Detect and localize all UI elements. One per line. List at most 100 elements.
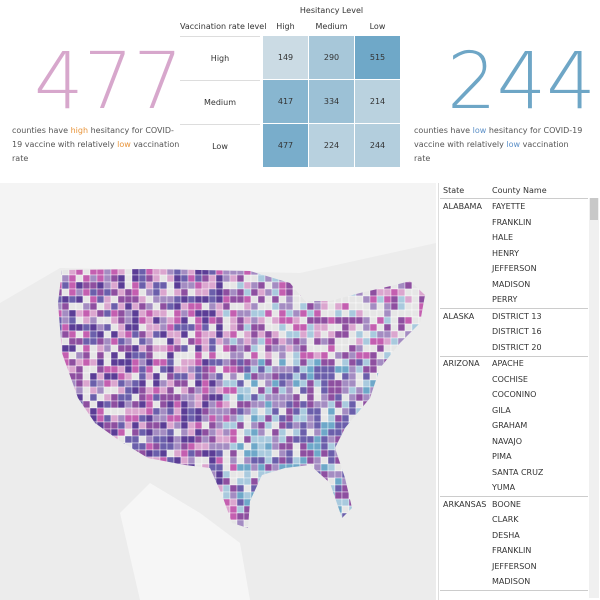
county-tile xyxy=(236,442,245,451)
county-tile xyxy=(96,309,105,318)
county-tile xyxy=(166,281,175,290)
crosstab-cell: 515 xyxy=(355,36,400,79)
county-tile xyxy=(236,414,245,423)
county-tile xyxy=(166,372,175,381)
county-tile xyxy=(292,316,301,325)
county-tile xyxy=(173,449,182,458)
county-tile xyxy=(397,316,406,325)
county-tile xyxy=(278,449,287,458)
county-tile xyxy=(145,407,154,416)
county-tile xyxy=(68,316,77,325)
county-tile xyxy=(61,309,70,318)
county-tile xyxy=(257,407,266,416)
county-tile xyxy=(292,435,301,444)
county-tile xyxy=(159,323,168,332)
county-tile xyxy=(103,288,112,297)
county-tile xyxy=(250,330,259,339)
county-tile xyxy=(313,365,322,374)
county-tile xyxy=(278,428,287,437)
county-tile xyxy=(229,281,238,290)
county-tile xyxy=(271,428,280,437)
county-tile xyxy=(271,309,280,318)
county-tile xyxy=(138,351,147,360)
county-tile xyxy=(117,386,126,395)
crosstab-column-header: Medium xyxy=(315,22,348,31)
county-tile xyxy=(96,316,105,325)
county-tile xyxy=(243,372,252,381)
county-tile xyxy=(215,302,224,311)
county-tile xyxy=(201,365,210,374)
county-tile xyxy=(264,281,273,290)
county-tile xyxy=(166,449,175,458)
county-tile xyxy=(89,330,98,339)
county-tile xyxy=(89,358,98,367)
county-tile xyxy=(208,435,217,444)
county-tile xyxy=(194,428,203,437)
crosstab-cell: 149 xyxy=(263,36,308,79)
county-tile xyxy=(264,372,273,381)
county-tile xyxy=(124,400,133,409)
county-tile xyxy=(327,421,336,430)
crosstab-cell: 214 xyxy=(355,80,400,123)
county-tile xyxy=(250,337,259,346)
county-tile xyxy=(250,351,259,360)
county-tile xyxy=(355,393,364,402)
county-tile xyxy=(285,344,294,353)
county-tile xyxy=(82,330,91,339)
county-tile xyxy=(320,435,329,444)
county-tile xyxy=(334,358,343,367)
county-tile xyxy=(348,330,357,339)
county-tile xyxy=(152,281,161,290)
county-tile xyxy=(285,400,294,409)
county-tile xyxy=(194,400,203,409)
county-tile xyxy=(180,344,189,353)
county-tile xyxy=(124,372,133,381)
county-tile xyxy=(103,351,112,360)
county-tile xyxy=(131,330,140,339)
county-tile xyxy=(194,337,203,346)
county-tile xyxy=(236,491,245,500)
county-tile xyxy=(362,323,371,332)
county-tile xyxy=(159,295,168,304)
county-tile xyxy=(404,288,413,297)
county-tile xyxy=(103,309,112,318)
county-tile xyxy=(397,288,406,297)
caption-part: vaccination rate xyxy=(12,140,180,163)
county-tile xyxy=(362,351,371,360)
county-tile xyxy=(145,316,154,325)
county-tile xyxy=(180,386,189,395)
county-tile xyxy=(229,421,238,430)
county-tile xyxy=(341,393,350,402)
county-tile xyxy=(327,386,336,395)
county-name: COCONINO xyxy=(492,390,537,399)
county-tile xyxy=(82,344,91,353)
county-tile xyxy=(292,337,301,346)
county-tile xyxy=(285,323,294,332)
county-tile xyxy=(292,414,301,423)
county-tile xyxy=(96,323,105,332)
county-tile xyxy=(208,386,217,395)
county-tile xyxy=(250,309,259,318)
county-tile xyxy=(201,407,210,416)
county-tile xyxy=(236,512,245,521)
county-tile xyxy=(89,337,98,346)
county-tile xyxy=(201,393,210,402)
county-tile xyxy=(292,379,301,388)
county-tile xyxy=(180,414,189,423)
county-tile xyxy=(103,316,112,325)
county-name: FRANKLIN xyxy=(492,546,532,555)
county-tile xyxy=(215,309,224,318)
county-tile xyxy=(229,344,238,353)
county-tile xyxy=(194,386,203,395)
county-tile xyxy=(271,442,280,451)
county-tile xyxy=(292,358,301,367)
county-tile xyxy=(124,421,133,430)
county-tile xyxy=(397,330,406,339)
county-tile xyxy=(194,435,203,444)
county-tile xyxy=(110,421,119,430)
county-tile xyxy=(236,498,245,507)
county-tile xyxy=(243,435,252,444)
county-name: APACHE xyxy=(492,359,524,368)
county-tile xyxy=(201,379,210,388)
county-tile xyxy=(243,491,252,500)
